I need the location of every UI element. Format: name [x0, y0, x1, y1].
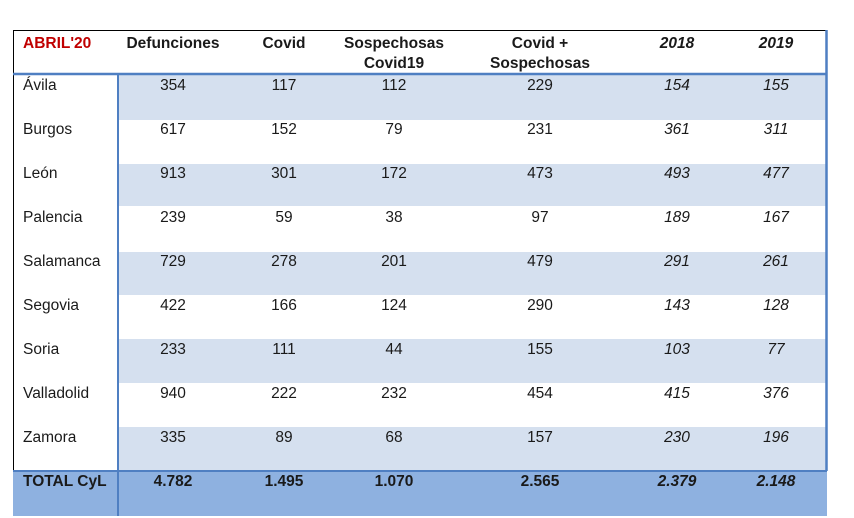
header-covid: Covid [262, 35, 306, 52]
total-covid-sospechosas: 2.565 [520, 473, 560, 490]
cell-sospechosas: 112 [381, 77, 407, 94]
cell-covid: 166 [271, 297, 297, 314]
cell-province: Segovia [23, 297, 80, 314]
cell-2019: 376 [763, 385, 789, 402]
total-sospechosas: 1.070 [374, 473, 414, 490]
cell-province: Ávila [23, 77, 57, 94]
cell-province: Burgos [23, 121, 73, 138]
cell-2019: 196 [763, 429, 789, 446]
cell-sospechosas: 44 [385, 341, 403, 358]
cell-covid: 59 [275, 209, 293, 226]
cell-2018: 143 [664, 297, 690, 314]
band-row-salamanca [118, 252, 827, 295]
band-row-leon [118, 164, 827, 206]
cell-defunciones: 233 [160, 341, 186, 358]
total-2019: 2.148 [756, 473, 796, 490]
total-covid: 1.495 [264, 473, 304, 490]
cell-covid-sospechosas: 473 [527, 165, 553, 182]
cell-covid-sospechosas: 231 [527, 121, 553, 138]
cell-defunciones: 729 [160, 253, 186, 270]
cell-covid: 89 [275, 429, 293, 446]
cell-province: Valladolid [23, 385, 90, 402]
table-grid [13, 30, 828, 516]
total-label: TOTAL CyL [23, 473, 107, 490]
cell-covid: 301 [271, 165, 297, 182]
deaths-table: ABRIL'20 Defunciones Covid Sospechosas C… [13, 30, 828, 516]
cell-2019: 155 [763, 77, 789, 94]
cell-province: Soria [23, 341, 60, 358]
header-2019: 2019 [758, 35, 794, 52]
cell-province: Salamanca [23, 253, 101, 270]
total-row-bg [13, 471, 827, 516]
cell-sospechosas: 38 [385, 209, 403, 226]
cell-covid-sospechosas: 229 [527, 77, 553, 94]
cell-defunciones: 617 [160, 121, 186, 138]
cell-sospechosas: 172 [381, 165, 407, 182]
cell-defunciones: 940 [160, 385, 186, 402]
header-covid-sospechosas: Covid + Sospechosas [490, 35, 590, 72]
header-defunciones: Defunciones [126, 35, 220, 52]
cell-covid-sospechosas: 97 [531, 209, 549, 226]
cell-2018: 361 [664, 121, 690, 138]
band-row-soria [118, 339, 827, 383]
cell-covid-sospechosas: 479 [527, 253, 553, 270]
cell-2019: 128 [763, 297, 789, 314]
cell-sospechosas: 124 [381, 297, 407, 314]
cell-2019: 477 [763, 165, 789, 182]
cell-covid: 278 [271, 253, 297, 270]
cell-2019: 261 [763, 253, 789, 270]
cell-province: León [23, 165, 58, 182]
cell-2018: 154 [664, 77, 690, 94]
cell-2019: 167 [763, 209, 789, 226]
cell-2019: 77 [767, 341, 785, 358]
cell-covid-sospechosas: 157 [527, 429, 553, 446]
cell-sospechosas: 232 [381, 385, 407, 402]
cell-2018: 103 [664, 341, 690, 358]
cell-covid: 222 [271, 385, 297, 402]
total-2018: 2.379 [657, 473, 697, 490]
cell-2018: 189 [664, 209, 690, 226]
total-defunciones: 4.782 [153, 473, 193, 490]
cell-2018: 291 [664, 253, 690, 270]
band-row-zamora [118, 427, 827, 471]
cell-sospechosas: 79 [385, 121, 403, 138]
cell-province: Palencia [23, 209, 83, 226]
cell-covid-sospechosas: 454 [527, 385, 553, 402]
cell-defunciones: 335 [160, 429, 186, 446]
cell-2018: 493 [664, 165, 690, 182]
cell-defunciones: 239 [160, 209, 186, 226]
cell-defunciones: 422 [160, 297, 186, 314]
header-month: ABRIL'20 [23, 35, 92, 52]
cell-covid: 117 [271, 77, 297, 94]
header-2018: 2018 [659, 35, 695, 52]
cell-2018: 230 [664, 429, 690, 446]
cell-2018: 415 [664, 385, 690, 402]
cell-defunciones: 913 [160, 165, 186, 182]
cell-covid-sospechosas: 290 [527, 297, 553, 314]
cell-covid: 111 [272, 341, 296, 358]
cell-sospechosas: 68 [385, 429, 403, 446]
band-row-avila [118, 74, 827, 120]
header-sospechosas: Sospechosas Covid19 [344, 35, 444, 72]
cell-sospechosas: 201 [381, 253, 407, 270]
cell-defunciones: 354 [160, 77, 186, 94]
cell-covid-sospechosas: 155 [527, 341, 553, 358]
cell-2019: 311 [763, 121, 789, 138]
cell-province: Zamora [23, 429, 77, 446]
cell-covid: 152 [271, 121, 297, 138]
